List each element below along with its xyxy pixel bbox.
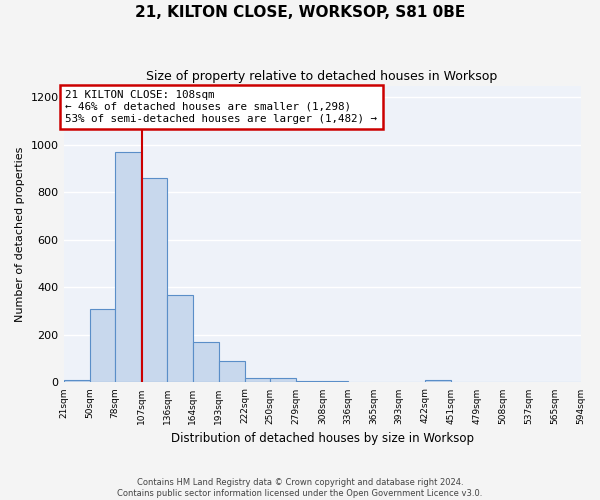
Bar <box>296 381 322 382</box>
Bar <box>322 381 348 382</box>
Bar <box>90 309 115 382</box>
Bar <box>270 378 296 382</box>
Bar <box>115 152 141 382</box>
Bar <box>167 294 193 382</box>
Text: Contains HM Land Registry data © Crown copyright and database right 2024.
Contai: Contains HM Land Registry data © Crown c… <box>118 478 482 498</box>
Text: 21 KILTON CLOSE: 108sqm
← 46% of detached houses are smaller (1,298)
53% of semi: 21 KILTON CLOSE: 108sqm ← 46% of detache… <box>65 90 377 124</box>
Bar <box>425 380 451 382</box>
Bar <box>141 178 167 382</box>
Bar <box>245 378 270 382</box>
Bar <box>219 361 245 382</box>
Y-axis label: Number of detached properties: Number of detached properties <box>15 146 25 322</box>
Bar <box>193 342 219 382</box>
Bar <box>64 380 90 382</box>
X-axis label: Distribution of detached houses by size in Worksop: Distribution of detached houses by size … <box>170 432 473 445</box>
Text: 21, KILTON CLOSE, WORKSOP, S81 0BE: 21, KILTON CLOSE, WORKSOP, S81 0BE <box>135 5 465 20</box>
Title: Size of property relative to detached houses in Worksop: Size of property relative to detached ho… <box>146 70 497 83</box>
